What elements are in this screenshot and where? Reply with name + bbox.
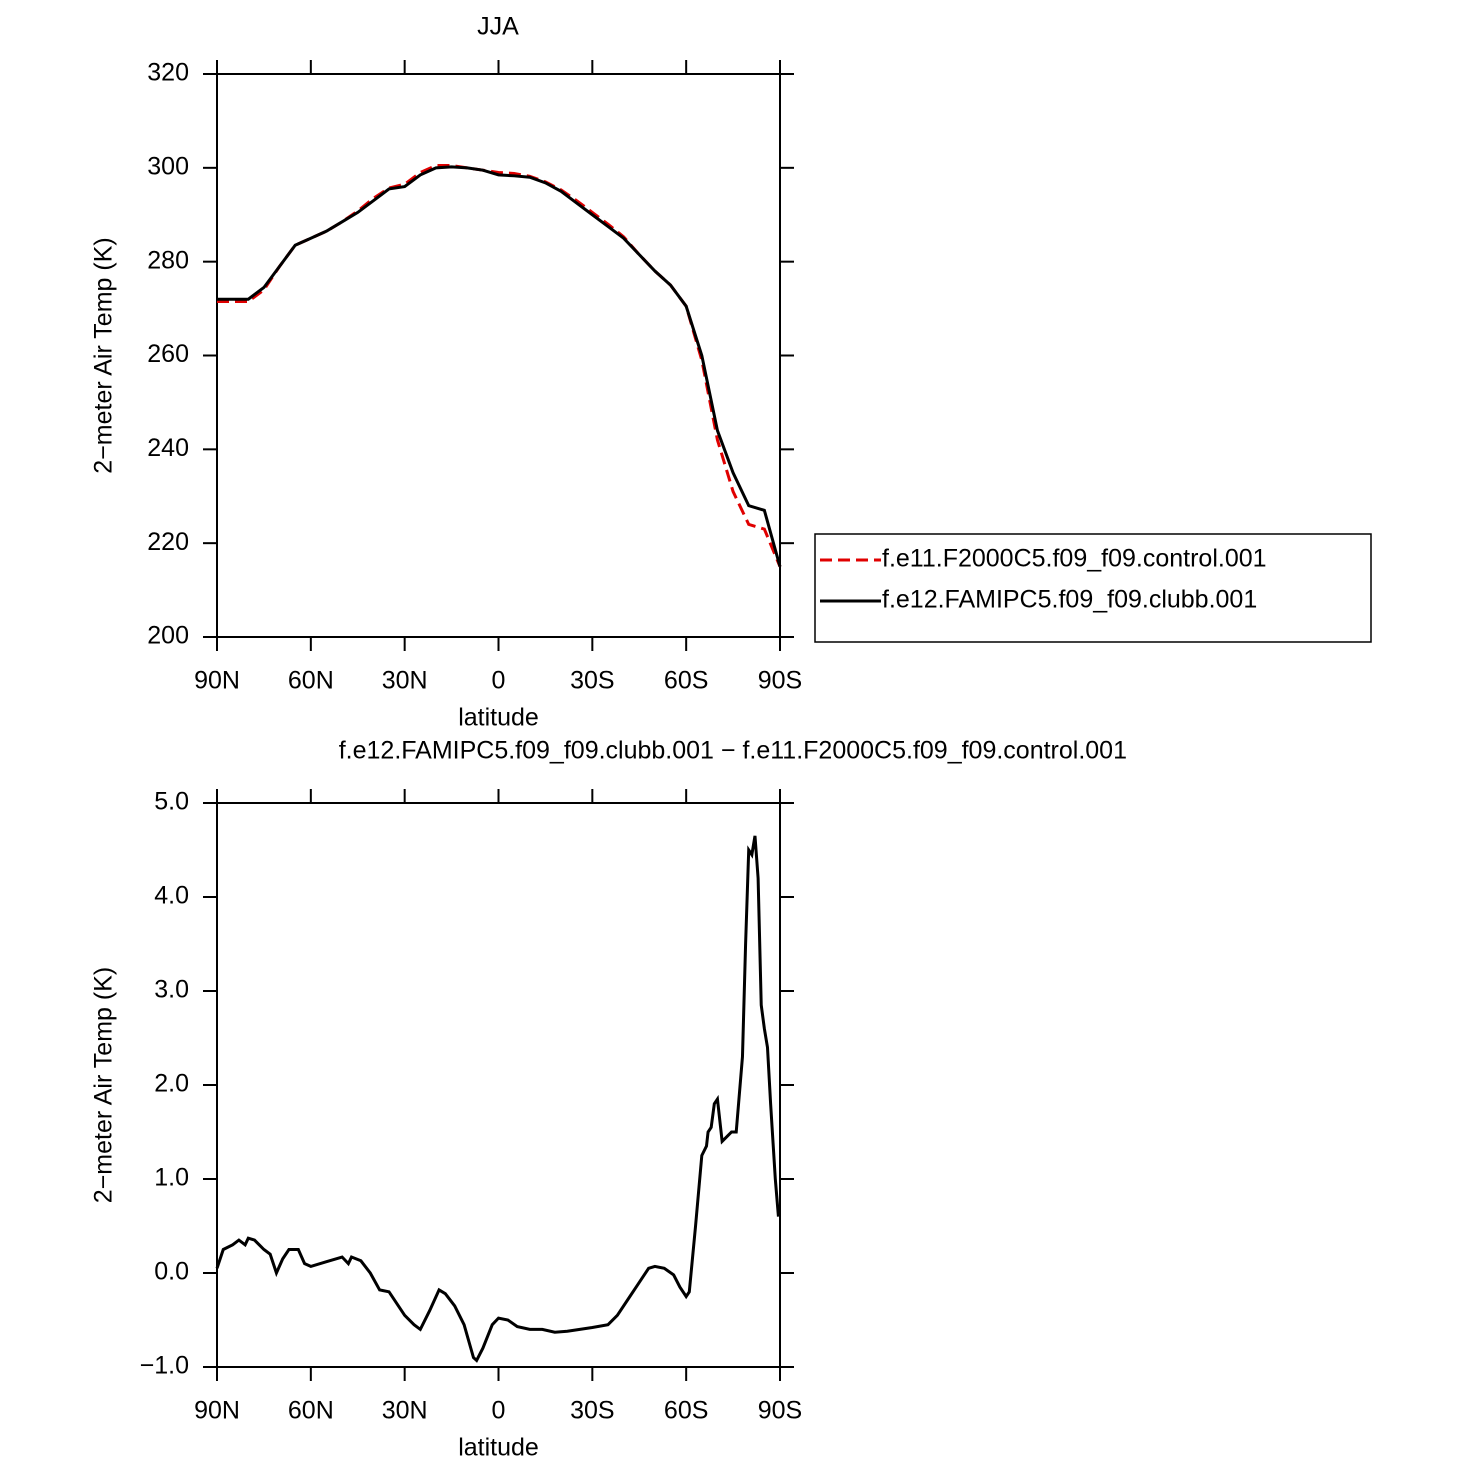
y-tick-label: 0.0 bbox=[154, 1258, 189, 1286]
x-tick-label: 90S bbox=[758, 1397, 802, 1425]
y-tick-label: 320 bbox=[147, 59, 189, 87]
y-tick-label: 300 bbox=[147, 152, 189, 180]
y-tick-label: 280 bbox=[147, 246, 189, 274]
plot-frame bbox=[216, 802, 781, 1368]
x-tick-label: 60S bbox=[664, 1397, 708, 1425]
legend-label: f.e11.F2000C5.f09_f09.control.001 bbox=[882, 545, 1267, 573]
x-tick-label: 90N bbox=[194, 667, 240, 695]
chart-title: JJA bbox=[477, 13, 519, 41]
y-tick-label: 240 bbox=[147, 434, 189, 462]
y-tick-label: 3.0 bbox=[154, 976, 189, 1004]
y-tick-label: 220 bbox=[147, 528, 189, 556]
x-tick-label: 30N bbox=[382, 1397, 428, 1425]
x-tick-label: 30S bbox=[570, 667, 614, 695]
data-line bbox=[217, 163, 782, 568]
legend-label: f.e12.FAMIPC5.f09_f09.clubb.001 bbox=[882, 586, 1257, 614]
x-tick-label: 30N bbox=[382, 667, 428, 695]
y-axis-label: 2−meter Air Temp (K) bbox=[90, 237, 118, 473]
y-tick-label: 2.0 bbox=[154, 1070, 189, 1098]
data-line bbox=[215, 835, 780, 1363]
y-tick-label: 200 bbox=[147, 622, 189, 650]
x-tick-label: 0 bbox=[492, 1397, 506, 1425]
x-tick-label: 90S bbox=[758, 667, 802, 695]
x-tick-label: 0 bbox=[492, 667, 506, 695]
chart-title: f.e12.FAMIPC5.f09_f09.clubb.001 − f.e11.… bbox=[339, 737, 1127, 765]
y-tick-label: 5.0 bbox=[154, 788, 189, 816]
y-tick-label: 4.0 bbox=[154, 882, 189, 910]
y-tick-label: 260 bbox=[147, 340, 189, 368]
plot-frame bbox=[216, 73, 781, 638]
y-tick-label: 1.0 bbox=[154, 1164, 189, 1192]
x-tick-label: 30S bbox=[570, 1397, 614, 1425]
x-axis-label: latitude bbox=[458, 704, 539, 732]
legend-box bbox=[814, 533, 1372, 643]
x-tick-label: 60N bbox=[288, 1397, 334, 1425]
x-tick-label: 60S bbox=[664, 667, 708, 695]
y-tick-label: −1.0 bbox=[140, 1352, 189, 1380]
x-tick-label: 60N bbox=[288, 667, 334, 695]
x-axis-label: latitude bbox=[458, 1434, 539, 1462]
legend: f.e11.F2000C5.f09_f09.control.001 f.e12.F… bbox=[814, 533, 1372, 643]
data-line bbox=[217, 165, 782, 568]
x-tick-label: 90N bbox=[194, 1397, 240, 1425]
y-axis-label: 2−meter Air Temp (K) bbox=[90, 967, 118, 1203]
